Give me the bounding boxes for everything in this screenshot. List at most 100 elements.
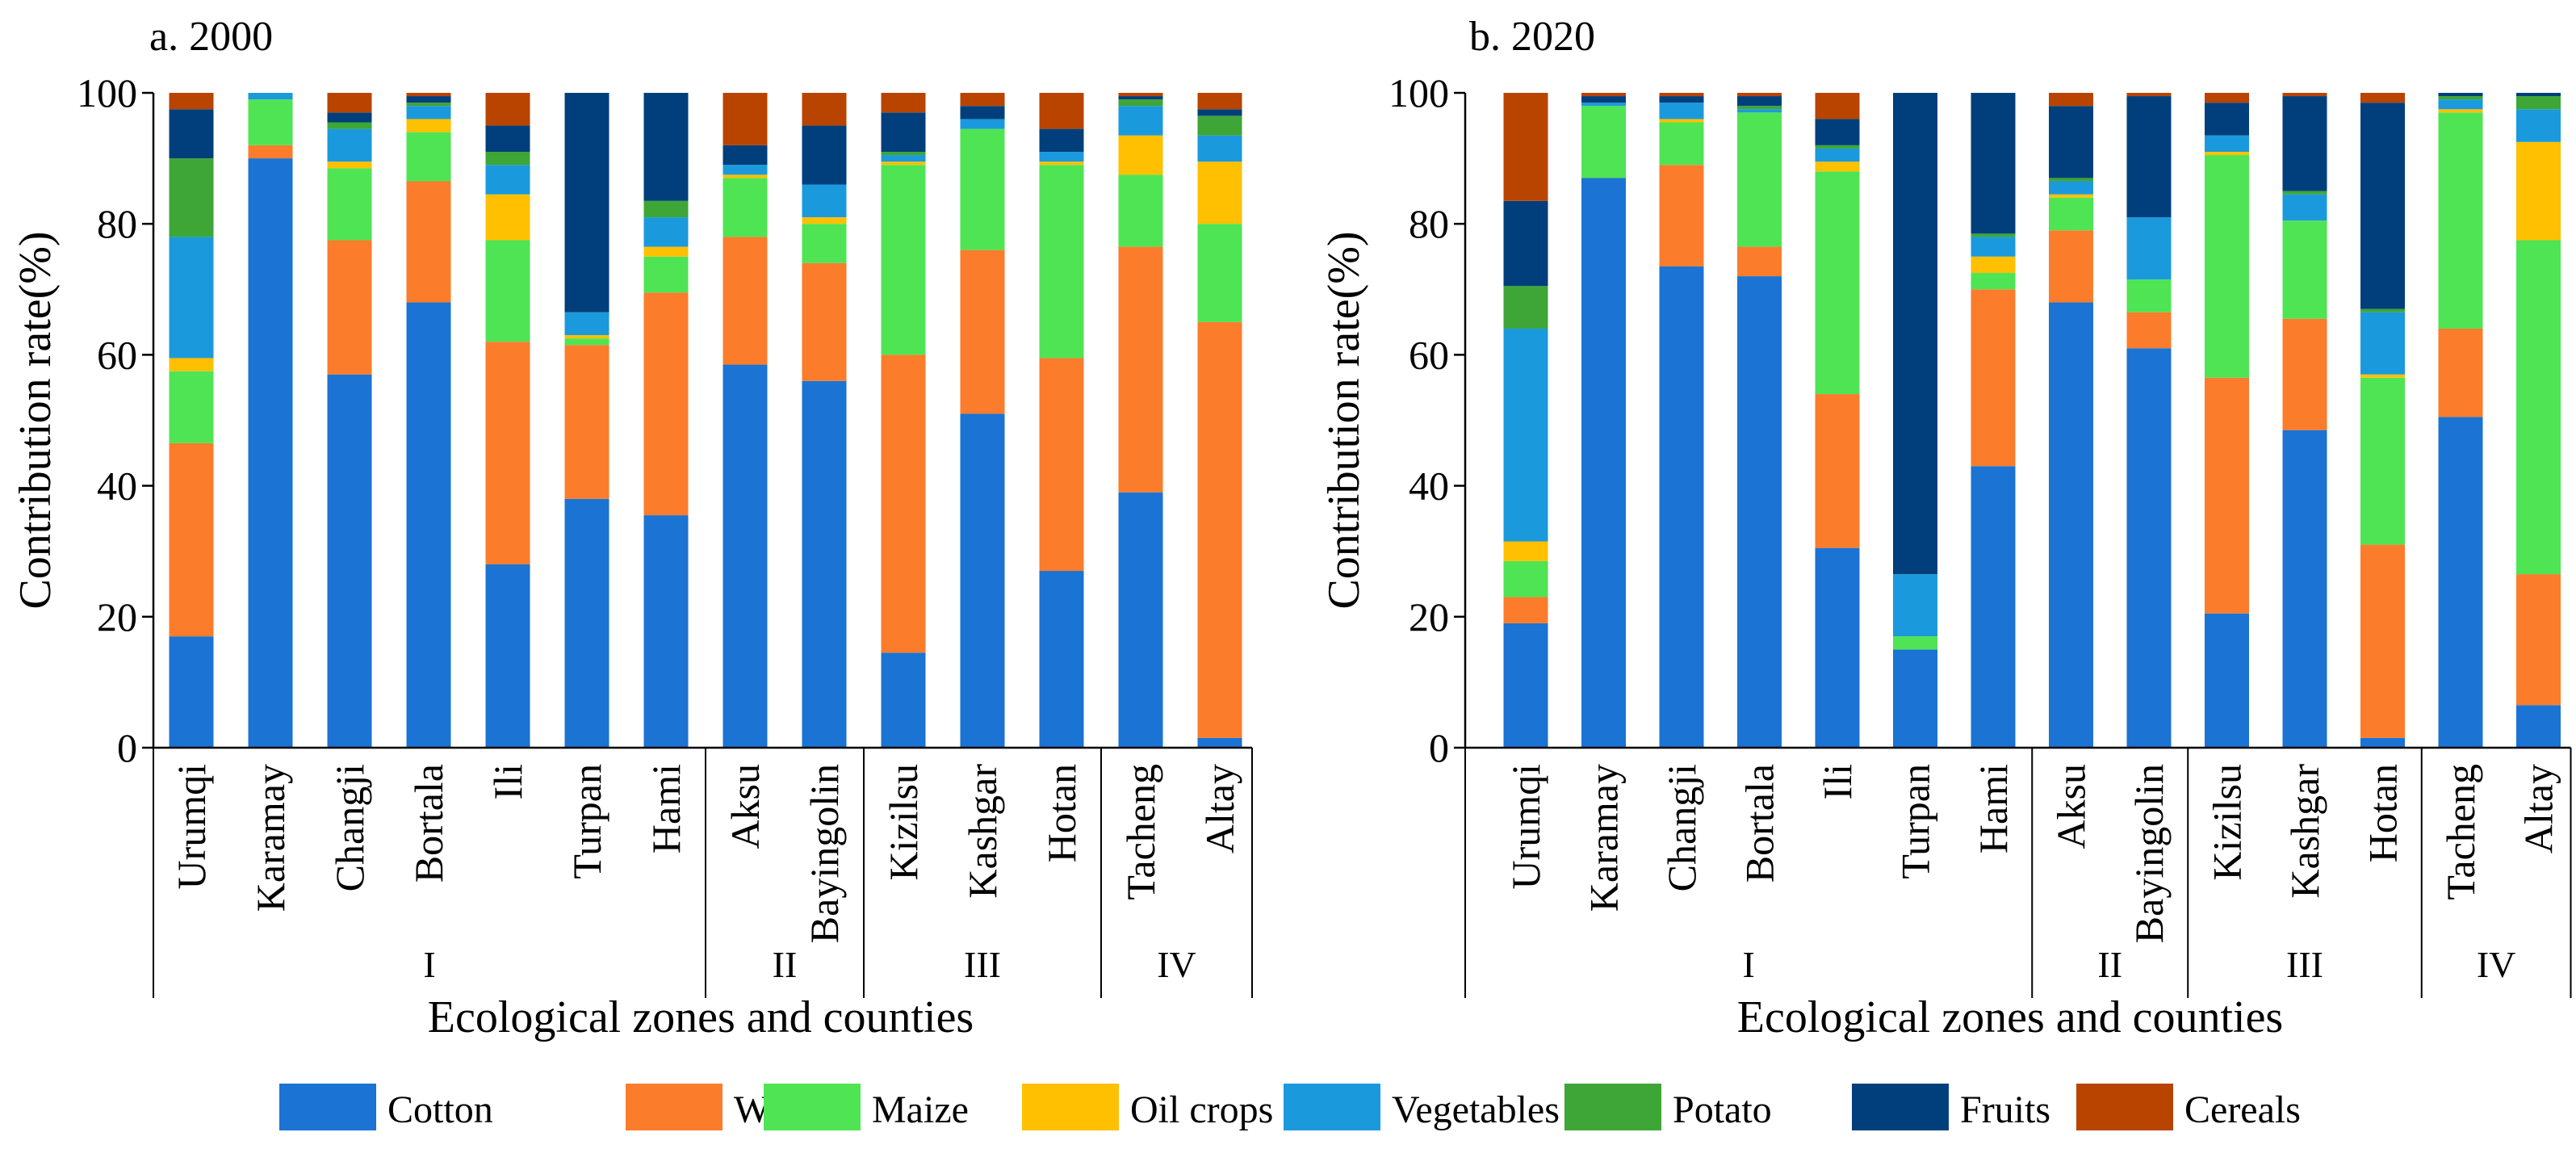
x-tick-label-altay: Altay xyxy=(2516,764,2561,853)
bar-segment-fruits-altay xyxy=(1197,109,1242,116)
bar-segment-oil-crops-altay xyxy=(1197,161,1242,224)
bar-segment-vegetables-tacheng xyxy=(1118,106,1163,136)
bar-segment-maize-hotan xyxy=(2360,377,2405,545)
bar-segment-maize-kashgar xyxy=(960,128,1005,250)
y-axis-title: Contribution rate(%) xyxy=(1319,231,1369,609)
bar-segment-potato-ili xyxy=(1815,145,1860,149)
bar-segment-potato-aksu xyxy=(2049,178,2093,182)
bar-segment-wheat-hami xyxy=(643,292,689,516)
bar-segment-cereals-aksu xyxy=(2049,93,2093,107)
bar-segment-potato-bortala xyxy=(406,103,451,107)
zone-label: III xyxy=(964,944,1001,985)
x-tick-label-ili: Ili xyxy=(485,764,530,799)
x-tick-label-turpan: Turpan xyxy=(564,764,609,879)
bar-segment-oil-crops-bortala xyxy=(406,119,451,132)
bar-segment-fruits-kizilsu xyxy=(2205,103,2249,136)
legend-label-fruits: Fruits xyxy=(1960,1088,2050,1131)
bar-segment-oil-crops-urumqi xyxy=(169,358,214,371)
bar-segment-cotton-urumqi xyxy=(1503,623,1548,748)
bar-segment-wheat-urumqi xyxy=(1503,597,1548,623)
bar-segment-maize-hotan xyxy=(1039,165,1084,359)
x-tick-label-altay: Altay xyxy=(1197,764,1242,853)
bar-segment-wheat-changji xyxy=(327,240,372,375)
bar-segment-fruits-ili xyxy=(485,125,530,152)
bar-segment-cotton-turpan xyxy=(564,498,609,748)
bar-segment-potato-bortala xyxy=(1737,106,1782,110)
bar-segment-fruits-urumqi xyxy=(169,109,214,159)
bar-segment-potato-ili xyxy=(485,151,530,166)
legend-label-oil-crops: Oil crops xyxy=(1130,1088,1273,1131)
bar-segment-vegetables-turpan xyxy=(1893,574,1937,637)
x-tick-label-kizilsu: Kizilsu xyxy=(881,764,926,880)
panel-2000: a. 2000 0 20 40 60 80 100 Contribution rate(%) U… xyxy=(10,14,1253,1042)
bar-segment-maize-tacheng xyxy=(1118,174,1163,247)
bar-segment-oil-crops-changji xyxy=(1659,119,1704,123)
bar-segment-vegetables-karamay xyxy=(248,93,293,100)
bar-segment-cotton-altay xyxy=(1197,737,1242,748)
legend-label-maize: Maize xyxy=(872,1088,969,1131)
bar-segment-wheat-karamay xyxy=(248,145,293,159)
bar-segment-fruits-bayingolin xyxy=(802,125,847,185)
bar-segment-wheat-hotan xyxy=(1039,358,1084,572)
y-tick-label: 20 xyxy=(97,594,137,640)
bar-segment-maize-changji xyxy=(327,168,372,241)
x-tick-label-changji: Changji xyxy=(327,764,372,891)
bar-segment-wheat-ili xyxy=(485,342,530,564)
x-tick-label-karamay: Karamay xyxy=(248,764,293,912)
bar-segment-cotton-bayingolin xyxy=(2126,348,2172,748)
bar-segment-oil-crops-tacheng xyxy=(2438,109,2483,113)
bar-segment-cotton-kashgar xyxy=(960,413,1005,748)
bar-segment-potato-altay xyxy=(2516,96,2561,110)
y-tick-label: 60 xyxy=(97,332,137,377)
bar-segment-oil-crops-kizilsu xyxy=(881,161,926,166)
bar-segment-oil-crops-ili xyxy=(485,194,530,241)
bar-segment-maize-turpan xyxy=(1893,636,1937,650)
bar-segment-wheat-kashgar xyxy=(960,250,1005,414)
bar-segment-cotton-altay xyxy=(2516,705,2561,748)
bar-segment-cereals-urumqi xyxy=(169,93,214,110)
bar-segment-oil-crops-hami xyxy=(643,246,689,257)
legend-swatch-potato xyxy=(1564,1084,1661,1130)
bar-segment-vegetables-hotan xyxy=(2360,312,2405,375)
panel-title: a. 2000 xyxy=(149,14,273,60)
legend: CottonWheatMaizeOil cropsVegetablesPotat… xyxy=(279,1084,2301,1131)
bar-segment-wheat-altay xyxy=(1197,321,1242,738)
x-axis-title: Ecological zones and counties xyxy=(1737,992,2283,1042)
bar-segment-vegetables-karamay xyxy=(1581,103,1626,107)
bar-segment-oil-crops-altay xyxy=(2516,141,2561,241)
bar-segment-wheat-aksu xyxy=(723,237,768,365)
bar-segment-wheat-hotan xyxy=(2360,544,2405,738)
bar-segment-vegetables-kashgar xyxy=(960,119,1005,129)
bar-segment-vegetables-changji xyxy=(1659,103,1704,120)
bar-segment-fruits-hami xyxy=(643,93,689,201)
bar-segment-oil-crops-urumqi xyxy=(1503,541,1548,561)
bar-segment-cotton-ili xyxy=(1815,547,1860,748)
legend-swatch-wheat xyxy=(626,1084,723,1130)
x-tick-label-hotan: Hotan xyxy=(2360,764,2406,862)
bar-segment-cotton-changji xyxy=(1659,266,1704,748)
bar-segment-maize-bortala xyxy=(1737,112,1782,247)
bar-segment-maize-turpan xyxy=(564,338,609,346)
bar-segment-cereals-ili xyxy=(1815,93,1860,120)
bar-segment-oil-crops-bayingolin xyxy=(802,217,847,224)
bar-segment-vegetables-hami xyxy=(643,217,689,247)
bar-segment-fruits-aksu xyxy=(2049,106,2093,178)
bar-segment-wheat-hami xyxy=(1971,289,2016,467)
zone-label: I xyxy=(423,944,435,985)
bar-segment-cereals-bortala xyxy=(1737,93,1782,97)
bar-segment-maize-urumqi xyxy=(1503,560,1548,598)
bar-segment-vegetables-turpan xyxy=(564,312,609,336)
bar-segment-vegetables-hami xyxy=(1971,237,2016,257)
bar-segment-wheat-kizilsu xyxy=(881,354,926,653)
bar-segment-wheat-kashgar xyxy=(2282,318,2327,430)
legend-label-cereals: Cereals xyxy=(2184,1088,2301,1131)
bar-segment-cotton-tacheng xyxy=(1118,492,1163,748)
bar-segment-fruits-kizilsu xyxy=(881,112,926,152)
bar-segment-vegetables-altay xyxy=(2516,109,2561,142)
bar-segment-cotton-aksu xyxy=(723,364,768,748)
bar-segment-vegetables-kizilsu xyxy=(2205,135,2249,152)
y-tick-label: 0 xyxy=(117,725,137,770)
bar-segment-wheat-kizilsu xyxy=(2205,377,2249,614)
bar-segment-cotton-hami xyxy=(643,515,689,748)
bar-segment-oil-crops-aksu xyxy=(2049,194,2093,198)
